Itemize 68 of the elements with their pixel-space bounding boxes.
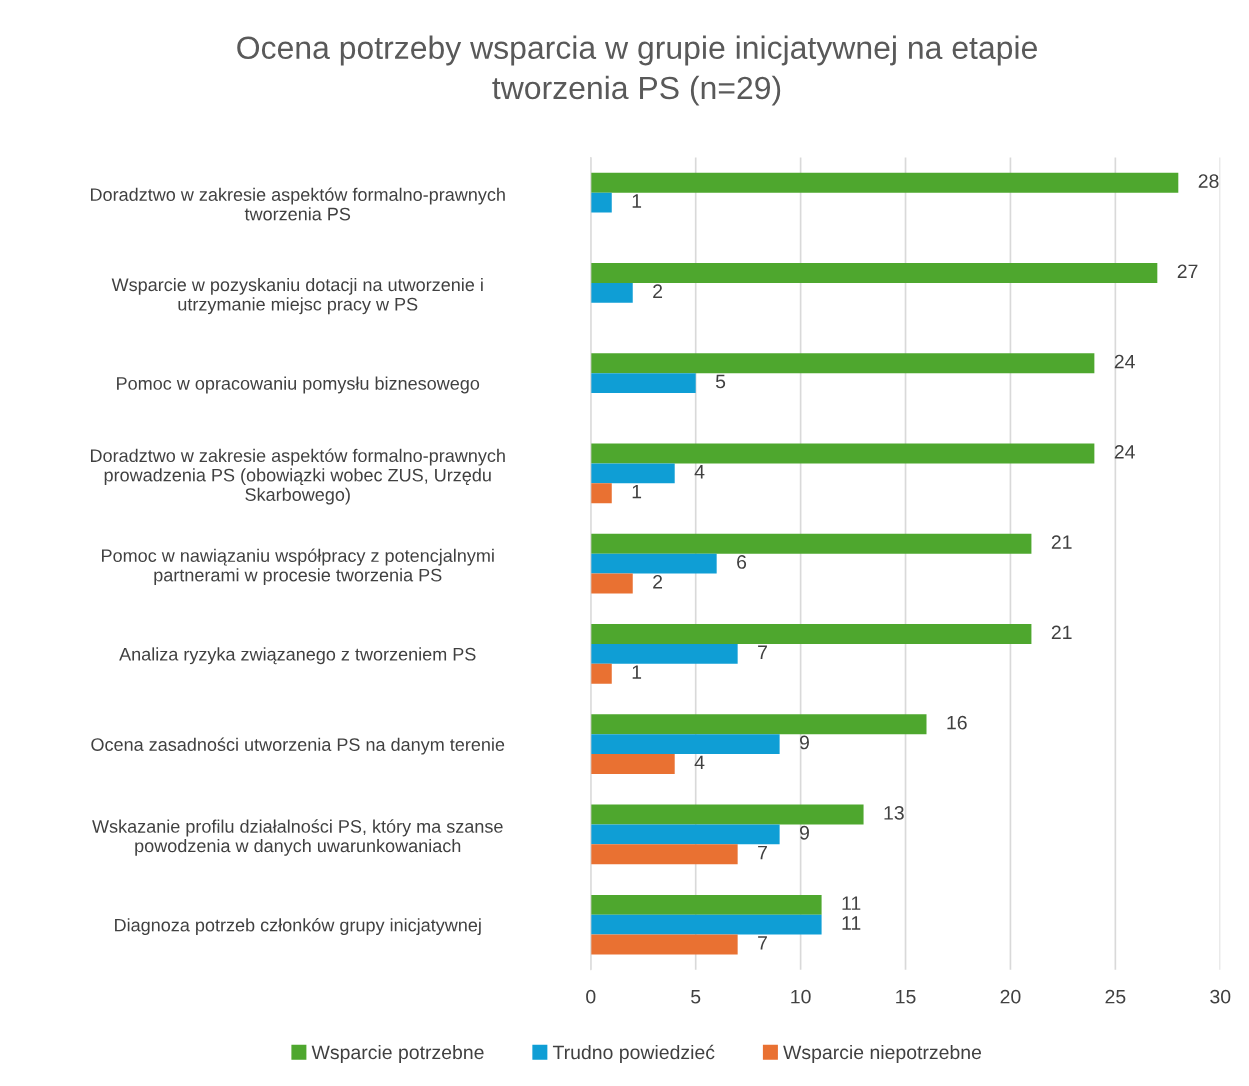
legend-label: Wsparcie niepotrzebne: [783, 1044, 982, 1064]
bar: [590, 643, 738, 664]
bar: [590, 353, 1095, 374]
bar: [590, 483, 612, 504]
data-label: 7: [758, 845, 767, 860]
bar: [590, 533, 1032, 554]
data-label: 28: [1198, 174, 1219, 188]
legend-label: Trudno powiedzieć: [552, 1044, 715, 1064]
data-label: 21: [1051, 625, 1072, 640]
y-tick-label: Doradztwo w zakresie aspektów formalno-prawnych prowadzenia PS (obowiązki wobec ZUS, Urzędu Skarbowego): [90, 448, 505, 505]
bar: [590, 463, 675, 484]
y-tick-label: Diagnoza potrzeb członków grupy inicjatywnej: [115, 918, 481, 936]
data-label: 21: [1051, 535, 1072, 549]
chart-title: Ocena potrzeby wsparcia w grupie inicjatywnej na etapie tworzenia PS (n=29): [237, 35, 1037, 106]
bar: [590, 734, 780, 755]
bar: [590, 553, 717, 574]
y-tick-label: Pomoc w opracowaniu pomysłu biznesowego: [117, 376, 480, 394]
data-label: 24: [1114, 354, 1135, 369]
data-label: 1: [632, 665, 642, 679]
bar: [590, 624, 1032, 644]
x-tick-label: 0: [586, 989, 596, 1004]
x-tick-label: 25: [1105, 989, 1126, 1004]
data-label: 11: [842, 916, 861, 930]
data-label: 6: [737, 555, 747, 569]
y-tick-label: Doradztwo w zakresie aspektów formalno-prawnych tworzenia PS: [90, 187, 505, 221]
bar: [590, 824, 780, 845]
bar: [590, 192, 612, 213]
data-label: 7: [758, 936, 767, 950]
data-label: 5: [715, 374, 726, 389]
x-tick-label: 15: [896, 989, 916, 1004]
bar: [590, 934, 738, 955]
data-label: 2: [653, 284, 663, 298]
data-label: 11: [842, 896, 861, 910]
y-tick-label: Pomoc w nawiązaniu współpracy z potencjalnymi partnerami w procesie tworzenia PS: [102, 548, 494, 586]
data-label: 16: [947, 715, 967, 730]
y-tick-label: Wsparcie w pozyskaniu dotacji na utworzenie i utrzymanie miejsc pracy w PS: [111, 277, 483, 315]
bar: [590, 754, 675, 774]
data-label: 2: [653, 574, 663, 589]
data-label: 24: [1114, 444, 1135, 459]
bar: [590, 443, 1095, 464]
data-label: 9: [799, 735, 809, 750]
data-label: 13: [884, 806, 904, 820]
y-tick-label: Analiza ryzyka związanego z tworzeniem PS: [119, 647, 476, 665]
bar: [590, 663, 612, 684]
x-tick-label: 5: [691, 989, 701, 1004]
bar: [590, 894, 822, 915]
bar: [590, 373, 696, 394]
bar: [590, 914, 822, 935]
y-tick-label: Wskazanie profilu działalności PS, który ma szanse powodzenia w danych uwarunkowaniach: [92, 819, 503, 856]
bar: [590, 172, 1179, 193]
bar: [590, 573, 633, 594]
x-tick-label: 10: [791, 989, 811, 1004]
bar: [590, 844, 738, 865]
data-label: 4: [694, 465, 705, 479]
x-tick-label: 30: [1210, 989, 1231, 1004]
bar: [590, 263, 1158, 283]
data-label: 1: [632, 194, 642, 208]
bar: [590, 714, 927, 735]
data-label: 7: [758, 645, 767, 659]
data-label: 4: [694, 755, 705, 770]
x-tick-label: 20: [1000, 989, 1021, 1004]
y-tick-label: Ocena zasadności utworzenia PS na danym terenie: [91, 737, 505, 755]
data-label: 9: [799, 825, 809, 840]
data-label: 27: [1177, 264, 1198, 279]
legend-label: Wsparcie potrzebne: [311, 1044, 484, 1064]
bar: [590, 282, 633, 303]
bar: [590, 804, 864, 825]
data-label: 1: [632, 484, 642, 499]
